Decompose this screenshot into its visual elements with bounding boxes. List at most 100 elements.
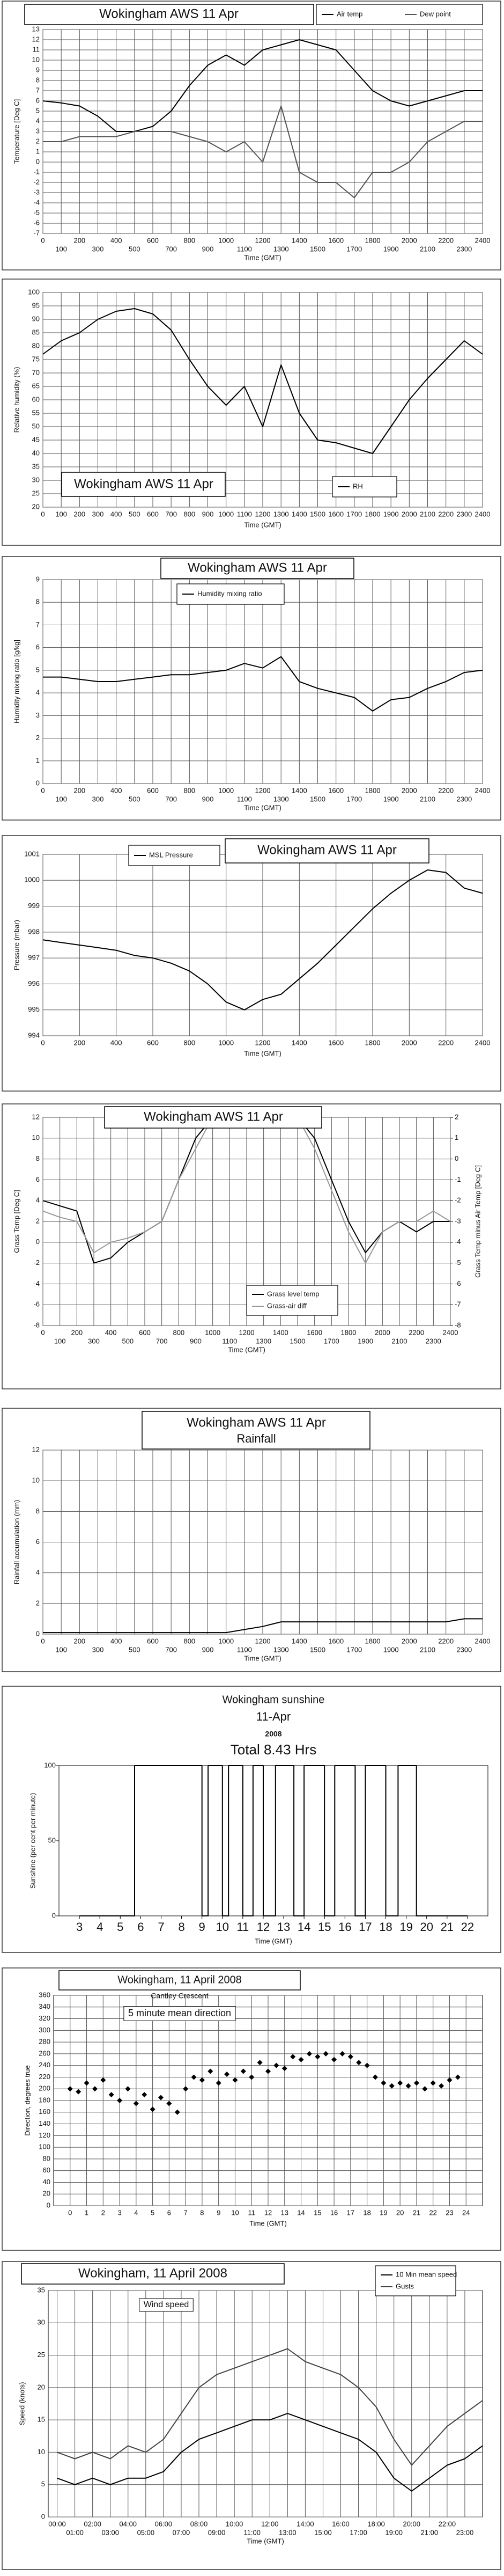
data-point xyxy=(125,2086,131,2092)
y-tick-label: 45 xyxy=(32,435,40,443)
x-tick-label: 09:00 xyxy=(208,2528,226,2536)
y-tick-label: 4 xyxy=(36,116,40,125)
x-tick-label: 1300 xyxy=(273,1645,289,1653)
y-tick-label: 160 xyxy=(39,2107,50,2116)
y-tick-label: 0 xyxy=(47,2201,50,2209)
y-tick-label: -6 xyxy=(33,1300,40,1308)
x-tick-label: 1900 xyxy=(383,1645,399,1653)
data-point xyxy=(397,2080,403,2086)
x-tick-label: 02:00 xyxy=(84,2520,101,2528)
x-tick-label: 08:00 xyxy=(190,2520,208,2528)
y-tick-label: 13 xyxy=(32,25,40,33)
y2-tick-label: 1 xyxy=(455,1133,458,1141)
title-box xyxy=(58,1970,301,1990)
x-tick-label: 17:00 xyxy=(350,2528,367,2536)
data-point xyxy=(76,2089,81,2095)
y-tick-label: 0 xyxy=(41,2512,45,2520)
data-point xyxy=(447,2077,453,2083)
x-tick-label: 1700 xyxy=(324,1337,339,1345)
legend-label: RH xyxy=(353,482,363,490)
y-tick-label: 40 xyxy=(32,449,40,457)
x-tick-label: 21 xyxy=(413,2208,420,2216)
title-box xyxy=(225,838,429,863)
y-tick-label: 360 xyxy=(39,1990,50,1999)
y-tick-label: 100 xyxy=(44,1761,56,1769)
legend-label: Air temp xyxy=(337,10,362,18)
y-tick-label: 320 xyxy=(39,2014,50,2022)
x-tick-label: 400 xyxy=(110,510,122,518)
x-tick-label: 800 xyxy=(173,1328,184,1336)
y-tick-label: 1 xyxy=(36,147,40,155)
title-box xyxy=(104,1106,322,1129)
y-tick-label: 12 xyxy=(32,1113,40,1121)
y-tick-label: 999 xyxy=(28,902,40,910)
x-tick-label: 200 xyxy=(73,510,85,518)
x-tick-label: 1800 xyxy=(365,510,381,518)
x-tick-label: 23 xyxy=(446,2208,453,2216)
y-tick-label: 50 xyxy=(48,1836,56,1844)
x-axis-label: Time (GMT) xyxy=(249,2219,287,2227)
x-tick-label: 19 xyxy=(380,2208,387,2216)
x-tick-label: 1900 xyxy=(358,1337,373,1345)
legend-label: 10 Min mean speed xyxy=(396,2270,457,2278)
chart-title: Wokingham, 11 April 2008 xyxy=(78,2266,227,2280)
chart-subtitle: Rainfall xyxy=(236,1432,276,1445)
x-tick-label: 1900 xyxy=(383,510,399,518)
title-box xyxy=(21,2263,285,2285)
legend-label: MSL Pressure xyxy=(149,851,193,859)
x-tick-label: 10:00 xyxy=(226,2520,243,2528)
x-tick-label: 14:00 xyxy=(297,2520,314,2528)
x-tick-label: 600 xyxy=(147,786,159,794)
plot-area xyxy=(58,1765,488,1916)
x-tick-label: 2400 xyxy=(475,236,491,244)
x-tick-label: 3 xyxy=(117,2208,121,2216)
legend-label: Gusts xyxy=(396,2282,414,2290)
y-tick-label: 220 xyxy=(39,2073,50,2081)
x-tick-label: 2400 xyxy=(475,510,491,518)
data-line xyxy=(43,656,483,712)
annotation-box xyxy=(123,2006,236,2021)
x-tick-label: 16 xyxy=(330,2208,338,2216)
x-tick-label: 200 xyxy=(73,786,85,794)
x-tick-label: 2200 xyxy=(438,1637,454,1645)
data-point xyxy=(207,2068,213,2074)
x-tick-label: 2300 xyxy=(456,795,472,803)
data-point xyxy=(142,2092,147,2098)
y-tick-label: 4 xyxy=(36,689,40,697)
x-tick-label: 1800 xyxy=(341,1328,357,1336)
x-tick-label: 1100 xyxy=(237,510,252,518)
x-tick-label: 700 xyxy=(165,795,177,803)
x-tick-label: 300 xyxy=(88,1337,100,1345)
x-tick-label: 1200 xyxy=(255,1637,271,1645)
y-tick-label: 10 xyxy=(38,2448,45,2456)
y-tick-label: 6 xyxy=(36,643,40,651)
y2-tick-label: -4 xyxy=(455,1238,461,1246)
x-tick-label: 18 xyxy=(363,2208,370,2216)
x-tick-label: 2400 xyxy=(475,1038,491,1046)
x-tick-label: 700 xyxy=(156,1337,168,1345)
y-tick-label: 1001 xyxy=(24,850,40,858)
x-axis-label: Time (GMT) xyxy=(244,253,281,261)
x-axis-label: Time (GMT) xyxy=(255,1937,292,1945)
x-tick-label: 300 xyxy=(92,510,104,518)
data-line xyxy=(57,2413,483,2492)
x-tick-label: 01:00 xyxy=(66,2528,84,2536)
x-tick-label: 07:00 xyxy=(173,2528,190,2536)
legend-box xyxy=(316,4,483,25)
y-tick-label: -2 xyxy=(33,1258,40,1267)
x-tick-label: 300 xyxy=(92,795,104,803)
x-tick-label: 2300 xyxy=(456,1645,472,1653)
x-tick-label: 2200 xyxy=(438,1038,454,1046)
annotation-box xyxy=(139,2298,194,2312)
x-tick-label: 1200 xyxy=(255,510,271,518)
x-tick-label: 1300 xyxy=(273,510,289,518)
x-tick-label: 100 xyxy=(55,510,67,518)
x-tick-label: 700 xyxy=(165,1645,177,1653)
y-tick-label: 0 xyxy=(36,157,40,165)
y2-axis-label: Grass Temp minus Air Temp [Deg C] xyxy=(473,1165,481,1278)
x-tick-label: 900 xyxy=(202,1645,214,1653)
y-tick-label: 8 xyxy=(36,1154,40,1162)
data-point xyxy=(315,2054,321,2060)
x-tick-label: 2200 xyxy=(409,1328,424,1336)
y-tick-label: 12 xyxy=(32,1445,40,1453)
